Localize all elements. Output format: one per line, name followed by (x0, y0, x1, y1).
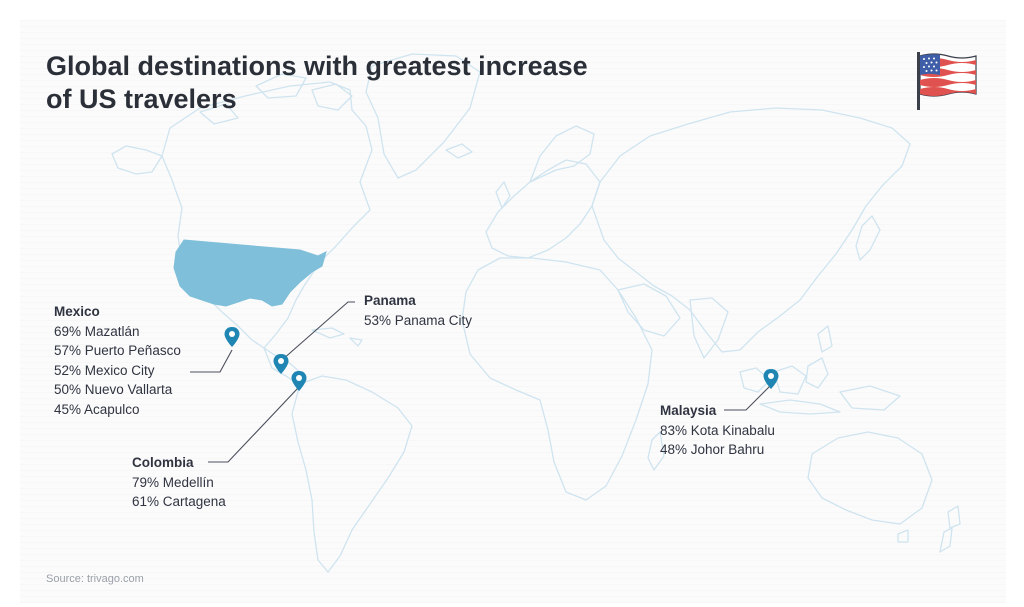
map-card (20, 20, 1006, 603)
malaysia-pin-icon (763, 369, 779, 389)
title-line-2: of US travelers (46, 84, 237, 114)
world-outline (111, 53, 961, 573)
australia-outline (807, 431, 933, 525)
source-credit: Source: trivago.com (46, 573, 144, 585)
south-america-outline (291, 375, 413, 573)
mexico-leader-line (190, 349, 233, 373)
us-flag-icon (917, 52, 977, 110)
usa-highlight (173, 239, 327, 307)
leader-lines (190, 301, 771, 463)
mexico-callout: Mexico 69% Mazatlán 57% Puerto Peñasco 5… (54, 302, 181, 419)
africa-outline (461, 257, 653, 501)
mexico-pin-icon (224, 327, 240, 347)
panama-item: 53% Panama City (364, 312, 473, 328)
panama-country-name: Panama (364, 293, 416, 308)
colombia-item: 61% Cartagena (132, 494, 226, 509)
asia-outline (591, 107, 911, 353)
mexico-item: 52% Mexico City (54, 362, 155, 378)
colombia-leader-line (208, 387, 299, 463)
alaska-outline (111, 145, 163, 175)
malaysia-leader-line (724, 385, 771, 411)
colombia-item: 79% Medellín (132, 474, 214, 490)
malaysia-item: 48% Johor Bahru (660, 442, 765, 457)
mexico-country-name: Mexico (54, 304, 100, 319)
panama-callout: Panama 53% Panama City (364, 291, 472, 330)
europe-outline (485, 159, 601, 259)
mexico-item: 57% Puerto Peñasco (54, 343, 181, 358)
malaysia-callout: Malaysia 83% Kota Kinabalu 48% Johor Bah… (660, 401, 775, 460)
greenland-outline (365, 53, 481, 179)
title-line-1: Global destinations with greatest increa… (46, 51, 588, 81)
mexico-item: 69% Mazatlán (54, 323, 140, 339)
colombia-pin-icon (291, 371, 307, 391)
colombia-callout: Colombia 79% Medellín 61% Cartagena (132, 453, 226, 512)
panama-leader-line (281, 301, 355, 361)
mexico-item: 50% Nuevo Vallarta (54, 382, 173, 397)
mexico-item: 45% Acapulco (54, 401, 140, 417)
malaysia-item: 83% Kota Kinabalu (660, 422, 775, 438)
page-title: Global destinations with greatest increa… (46, 50, 646, 116)
panama-pin-icon (273, 354, 289, 374)
map-pins (224, 327, 779, 391)
malaysia-country-name: Malaysia (660, 403, 717, 418)
colombia-country-name: Colombia (132, 455, 194, 470)
